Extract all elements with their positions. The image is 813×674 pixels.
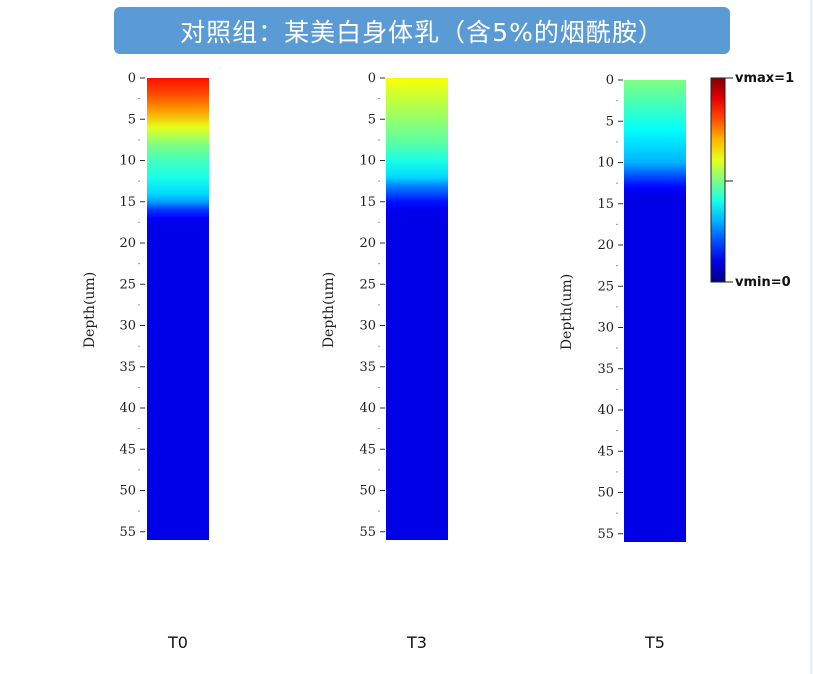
minor-tick [138,510,140,512]
colorbar-min-label: vmin=0 [735,275,791,290]
y-tick-label: 0 [128,71,136,86]
y-tick-label: 50 [359,484,376,499]
minor-tick [378,180,380,182]
chart-title: 对照组：某美白身体乳（含5%的烟酰胺） [180,17,664,47]
minor-tick [378,428,380,430]
minor-tick [616,471,618,473]
y-tick-label: 5 [128,112,136,127]
y-tick-label: 20 [597,238,614,253]
minor-tick [616,347,618,349]
y-axis-label: Depth(um) [321,272,337,348]
y-tick-label: 55 [597,527,614,542]
minor-tick [138,304,140,306]
y-tick-label: 45 [359,442,376,457]
minor-tick [378,98,380,100]
y-tick-label: 0 [606,73,614,88]
y-tick-label: 35 [359,360,376,375]
y-tick-label: 50 [597,486,614,501]
minor-tick [138,386,140,388]
page-edge [810,0,813,674]
y-tick-label: 20 [359,236,376,251]
minor-tick [616,100,618,102]
y-tick-label: 55 [359,525,376,540]
minor-tick [616,182,618,184]
heatmap-column-t3 [386,78,448,540]
panel-label-t3: T3 [406,633,427,652]
minor-tick [378,510,380,512]
minor-tick [138,263,140,265]
y-tick-label: 25 [359,277,376,292]
minor-tick [138,180,140,182]
colorbar [710,77,726,283]
y-tick-label: 15 [119,195,136,210]
minor-tick [616,141,618,143]
minor-tick [378,386,380,388]
minor-tick [378,304,380,306]
minor-tick [616,306,618,308]
title-banner: 对照组：某美白身体乳（含5%的烟酰胺） [114,7,730,54]
y-tick-label: 35 [597,362,614,377]
y-tick-label: 25 [119,277,136,292]
y-tick-label: 30 [359,319,376,334]
y-tick-label: 40 [359,401,376,416]
y-axis-label: Depth(um) [559,274,575,350]
y-tick-label: 10 [119,154,136,169]
y-tick-label: 20 [119,236,136,251]
heatmap-column-t0 [147,78,209,540]
minor-tick [378,469,380,471]
minor-tick [378,263,380,265]
minor-tick [138,139,140,141]
y-tick-label: 30 [597,321,614,336]
y-tick-label: 10 [359,154,376,169]
minor-tick [138,221,140,223]
y-tick-label: 10 [597,156,614,171]
y-tick-label: 0 [368,71,376,86]
minor-tick [138,98,140,100]
heatmap-column-t5 [624,80,686,542]
y-tick-label: 40 [597,403,614,418]
y-tick-label: 40 [119,401,136,416]
minor-tick [378,345,380,347]
y-tick-label: 15 [359,195,376,210]
minor-tick [138,345,140,347]
y-axis-label: Depth(um) [82,272,98,348]
minor-tick [616,388,618,390]
y-tick-label: 45 [597,444,614,459]
minor-tick [616,223,618,225]
y-tick-label: 45 [119,442,136,457]
colorbar-max-label: vmax=1 [735,71,794,86]
y-tick-label: 25 [597,279,614,294]
panel-label-t0: T0 [167,633,188,652]
y-tick-label: 55 [119,525,136,540]
minor-tick [616,265,618,267]
panel-label-t5: T5 [644,633,665,652]
minor-tick [616,512,618,514]
minor-tick [378,221,380,223]
minor-tick [616,430,618,432]
y-tick-label: 50 [119,484,136,499]
y-tick-label: 5 [368,112,376,127]
minor-tick [138,428,140,430]
minor-tick [378,139,380,141]
y-tick-label: 30 [119,319,136,334]
y-tick-label: 35 [119,360,136,375]
y-tick-label: 15 [597,197,614,212]
y-tick-label: 5 [606,114,614,129]
minor-tick [138,469,140,471]
